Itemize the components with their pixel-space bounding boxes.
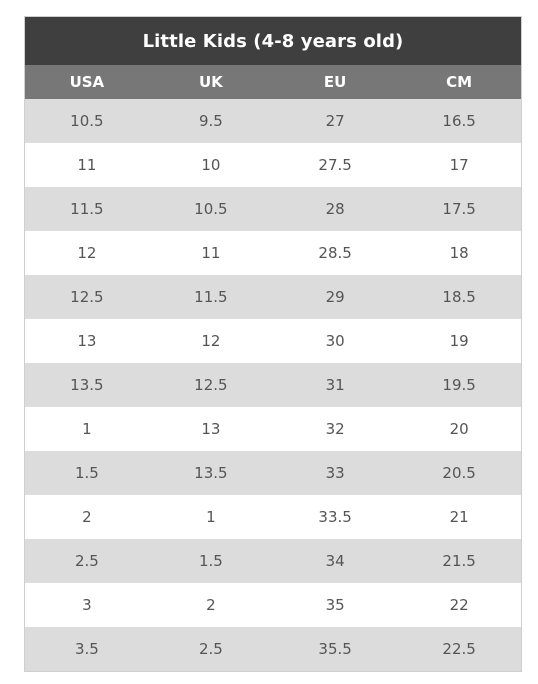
cell-usa: 3 — [24, 583, 149, 627]
cell-uk: 2.5 — [148, 627, 273, 672]
column-header-usa: USA — [24, 65, 149, 99]
table-row: 3.5 2.5 35.5 22.5 — [24, 627, 522, 672]
cell-cm: 16.5 — [397, 99, 522, 143]
cell-eu: 35.5 — [273, 627, 398, 672]
cell-usa: 2.5 — [24, 539, 149, 583]
cell-cm: 18 — [397, 231, 522, 275]
cell-cm: 17.5 — [397, 187, 522, 231]
cell-cm: 20 — [397, 407, 522, 451]
column-header-uk: UK — [148, 65, 273, 99]
cell-usa: 3.5 — [24, 627, 149, 672]
cell-uk: 11.5 — [148, 275, 273, 319]
cell-uk: 10 — [148, 143, 273, 187]
cell-uk: 9.5 — [148, 99, 273, 143]
cell-eu: 27.5 — [273, 143, 398, 187]
cell-eu: 31 — [273, 363, 398, 407]
table-row: 2 1 33.5 21 — [24, 495, 522, 539]
column-header-eu: EU — [273, 65, 398, 99]
cell-uk: 2 — [148, 583, 273, 627]
cell-eu: 28 — [273, 187, 398, 231]
table-row: 2.5 1.5 34 21.5 — [24, 539, 522, 583]
cell-cm: 20.5 — [397, 451, 522, 495]
table-row: 10.5 9.5 27 16.5 — [24, 99, 522, 143]
header-row: USA UK EU CM — [24, 65, 522, 99]
table-row: 13.5 12.5 31 19.5 — [24, 363, 522, 407]
cell-eu: 28.5 — [273, 231, 398, 275]
cell-eu: 34 — [273, 539, 398, 583]
cell-eu: 27 — [273, 99, 398, 143]
cell-uk: 1 — [148, 495, 273, 539]
cell-uk: 12.5 — [148, 363, 273, 407]
table-row: 1.5 13.5 33 20.5 — [24, 451, 522, 495]
table-row: 11 10 27.5 17 — [24, 143, 522, 187]
cell-uk: 11 — [148, 231, 273, 275]
cell-cm: 18.5 — [397, 275, 522, 319]
table-row: 11.5 10.5 28 17.5 — [24, 187, 522, 231]
cell-usa: 11.5 — [24, 187, 149, 231]
table-row: 3 2 35 22 — [24, 583, 522, 627]
table-row: 13 12 30 19 — [24, 319, 522, 363]
cell-cm: 22.5 — [397, 627, 522, 672]
cell-usa: 1 — [24, 407, 149, 451]
cell-cm: 19.5 — [397, 363, 522, 407]
cell-uk: 13.5 — [148, 451, 273, 495]
table-body: 10.5 9.5 27 16.5 11 10 27.5 17 11.5 10.5 28 17.5 12 1… — [24, 99, 522, 672]
cell-cm: 19 — [397, 319, 522, 363]
cell-eu: 29 — [273, 275, 398, 319]
cell-eu: 35 — [273, 583, 398, 627]
cell-uk: 12 — [148, 319, 273, 363]
cell-usa: 10.5 — [24, 99, 149, 143]
cell-cm: 21.5 — [397, 539, 522, 583]
cell-uk: 10.5 — [148, 187, 273, 231]
cell-usa: 2 — [24, 495, 149, 539]
cell-usa: 1.5 — [24, 451, 149, 495]
cell-usa: 12 — [24, 231, 149, 275]
column-header-cm: CM — [397, 65, 522, 99]
cell-uk: 13 — [148, 407, 273, 451]
size-chart-table: Little Kids (4-8 years old) USA UK EU CM… — [24, 16, 522, 672]
cell-usa: 12.5 — [24, 275, 149, 319]
table-row: 12.5 11.5 29 18.5 — [24, 275, 522, 319]
cell-usa: 13 — [24, 319, 149, 363]
cell-usa: 13.5 — [24, 363, 149, 407]
cell-cm: 21 — [397, 495, 522, 539]
table-title: Little Kids (4-8 years old) — [24, 16, 522, 65]
cell-eu: 33.5 — [273, 495, 398, 539]
cell-eu: 30 — [273, 319, 398, 363]
cell-usa: 11 — [24, 143, 149, 187]
cell-eu: 33 — [273, 451, 398, 495]
table-row: 1 13 32 20 — [24, 407, 522, 451]
cell-cm: 17 — [397, 143, 522, 187]
table-row: 12 11 28.5 18 — [24, 231, 522, 275]
cell-uk: 1.5 — [148, 539, 273, 583]
cell-cm: 22 — [397, 583, 522, 627]
title-row: Little Kids (4-8 years old) — [24, 16, 522, 65]
cell-eu: 32 — [273, 407, 398, 451]
